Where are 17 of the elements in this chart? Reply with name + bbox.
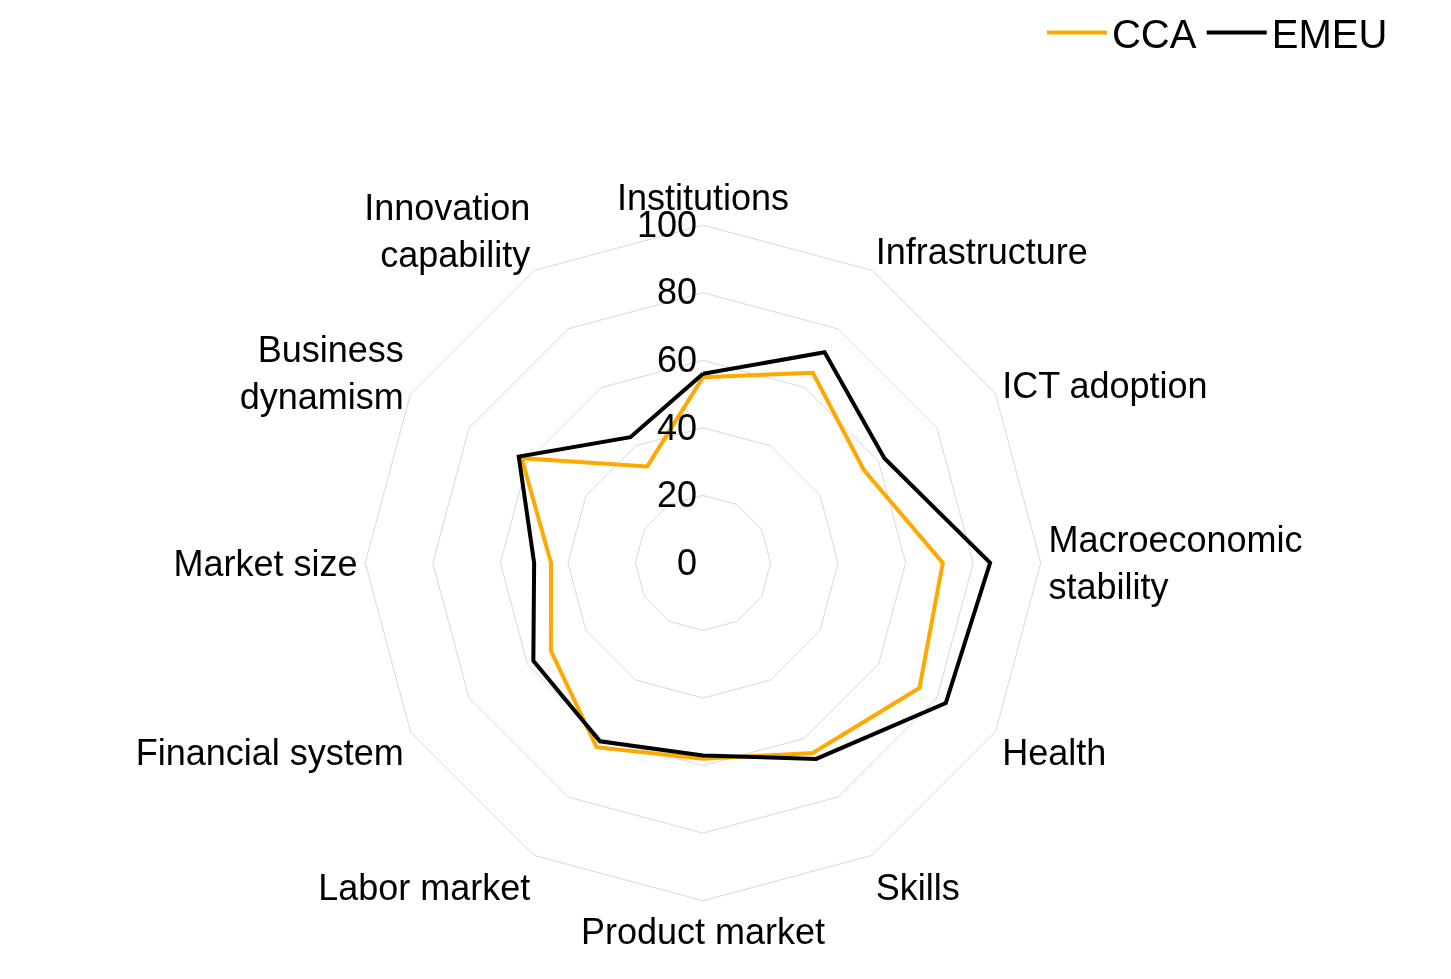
spoke-label: ICT adoption [1002, 364, 1208, 406]
spoke-label: Infrastructure [875, 230, 1088, 272]
spoke-label: Labor market [318, 866, 531, 908]
spoke-label: Macroeconomic stability [1048, 519, 1303, 607]
legend-label: CCA [1111, 12, 1197, 57]
y-tick-label: 20 [657, 474, 698, 516]
spoke-label: Business dynamism [239, 329, 404, 418]
spoke-label: Health [1002, 731, 1107, 773]
spoke-label: Financial system [135, 731, 404, 773]
spoke-label: Product market [580, 911, 826, 953]
spoke-label: Skills [875, 866, 960, 908]
spoke-label: Innovation capability [364, 187, 531, 275]
y-tick-label: 60 [657, 338, 698, 380]
y-tick-label: 0 [677, 541, 698, 583]
spoke-label: Market size [173, 542, 358, 584]
legend-label: EMEU [1271, 12, 1388, 57]
y-tick-label: 80 [657, 271, 698, 313]
